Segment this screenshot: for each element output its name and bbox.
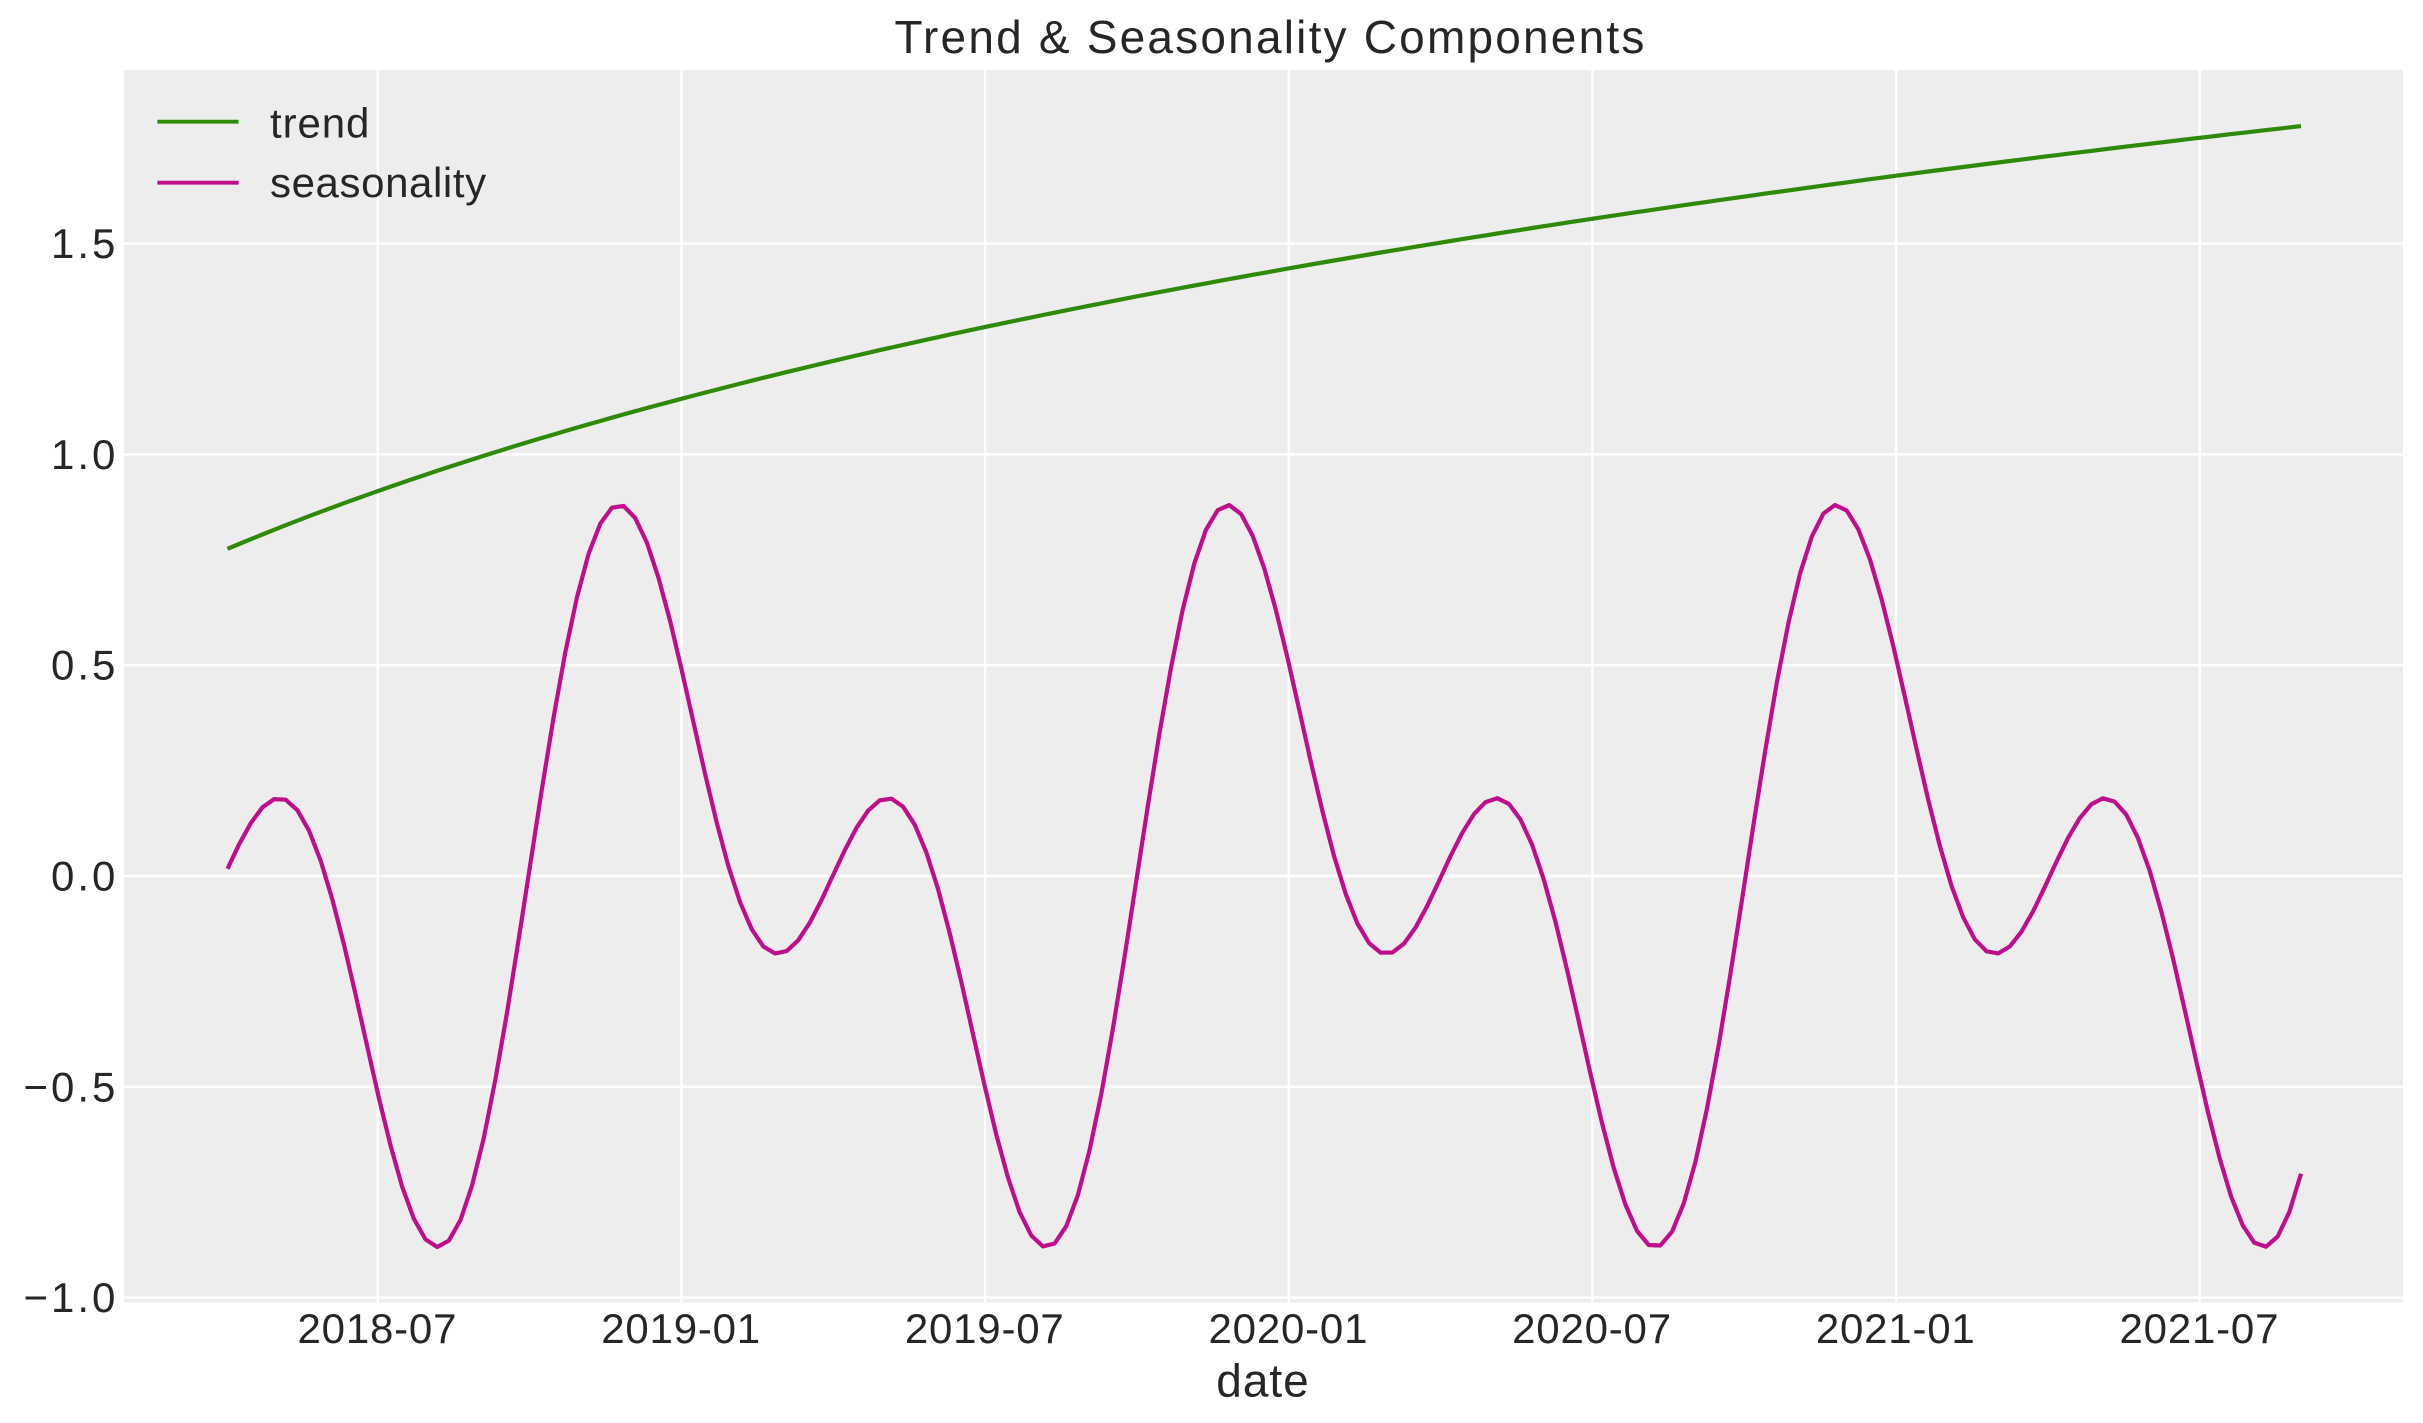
svg-text:date: date bbox=[1216, 1355, 1310, 1407]
svg-text:2019-07: 2019-07 bbox=[905, 1305, 1065, 1352]
svg-text:2021-07: 2021-07 bbox=[2120, 1305, 2280, 1352]
svg-text:2020-01: 2020-01 bbox=[1209, 1305, 1369, 1352]
svg-text:2019-01: 2019-01 bbox=[601, 1305, 761, 1352]
svg-text:1.0: 1.0 bbox=[51, 431, 118, 478]
svg-text:Trend & Seasonality Components: Trend & Seasonality Components bbox=[894, 11, 1646, 63]
svg-text:0.0: 0.0 bbox=[51, 853, 118, 900]
svg-text:trend: trend bbox=[270, 99, 370, 146]
svg-text:−0.5: −0.5 bbox=[23, 1063, 118, 1110]
svg-text:1.5: 1.5 bbox=[51, 220, 118, 267]
svg-text:−1.0: −1.0 bbox=[23, 1274, 118, 1321]
svg-text:2021-01: 2021-01 bbox=[1816, 1305, 1976, 1352]
svg-text:seasonality: seasonality bbox=[270, 159, 487, 206]
svg-text:0.5: 0.5 bbox=[51, 642, 118, 689]
svg-text:2018-07: 2018-07 bbox=[298, 1305, 458, 1352]
svg-text:2020-07: 2020-07 bbox=[1512, 1305, 1672, 1352]
